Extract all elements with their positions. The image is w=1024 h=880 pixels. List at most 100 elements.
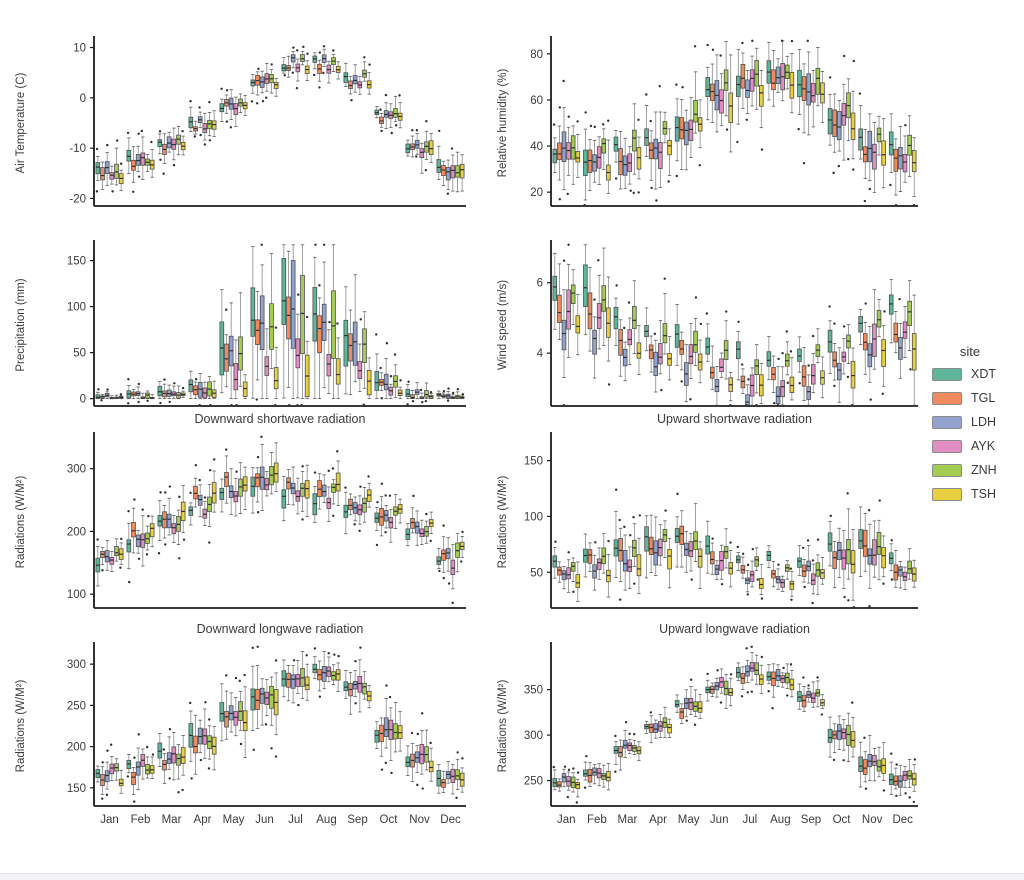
legend-item-ayk: AYK [932,439,1016,453]
legend-swatch-ldh-icon [932,415,962,429]
boxes [95,243,465,407]
axes: 10 0 -10 -20 [69,36,466,207]
chart-upward-shortwave-radiation-plot: Upward shortwave radiation 150 100 50 Radiat… [497,412,918,609]
svg-text:200: 200 [67,526,86,538]
month-labels: Jan Feb Mar Apr May Jun Jul Aug Sep Oct Nov Dec [100,814,461,826]
axes: 300 200 100 [67,432,466,609]
svg-text:Jul: Jul [742,814,757,826]
axes: 150 100 50 [524,432,918,609]
chart-wind-speed: 6 4 Wind speed (m/s) [496,222,930,423]
svg-text:Nov: Nov [862,814,883,826]
chart-precipitation: 150 100 50 0 Precipitation (mm) [8,222,486,423]
svg-text:250: 250 [524,776,543,788]
chart-downward-longwave-radiation: Downward longwave radiation 300 250 200 150 R… [8,618,486,853]
axes: 350 300 250 [524,642,918,807]
svg-text:Jan: Jan [557,814,576,826]
svg-text:May: May [223,814,245,826]
boxes [95,645,465,803]
y-axis-label: Air Temperature (C) [15,72,27,173]
y-axis-ticks: 150 100 50 0 [67,256,94,406]
svg-text:0: 0 [80,93,86,105]
svg-text:Apr: Apr [649,814,667,826]
svg-text:80: 80 [530,49,543,61]
svg-text:Jan: Jan [100,814,119,826]
y-axis-label: Radiations (W/M²) [497,476,509,569]
chart-downward-longwave-radiation-plot: Downward longwave radiation 300 250 200 150 R… [15,622,466,826]
legend-label-xdt: XDT [971,367,996,381]
svg-text:Jun: Jun [710,814,729,826]
svg-text:Dec: Dec [892,814,913,826]
chart-downward-shortwave-radiation-plot: Downward shortwave radiation 300 200 100 Rad… [15,412,466,609]
y-axis-ticks: 64 [537,278,551,360]
svg-text:150: 150 [524,456,543,468]
y-axis-ticks: 350 300 250 [524,685,551,788]
legend-swatch-tgl-icon [932,391,962,405]
svg-text:150: 150 [67,783,86,795]
svg-text:Feb: Feb [131,814,151,826]
svg-text:100: 100 [67,302,86,314]
svg-text:Jun: Jun [255,814,274,826]
svg-text:20: 20 [530,187,543,199]
boxes [552,39,917,207]
month-labels: Jan Feb Mar Apr May Jun Jul Aug Sep Oct Nov Dec [557,814,913,826]
svg-text:Oct: Oct [833,814,852,826]
y-axis-label: Relative humidity (%) [497,69,509,178]
svg-text:0: 0 [80,394,86,406]
svg-text:300: 300 [67,659,86,671]
legend-item-xdt: XDT [932,367,1016,381]
legend-item-tgl: TGL [932,391,1016,405]
svg-text:300: 300 [67,464,86,476]
y-axis-label: Radiations (W/M²) [15,476,27,569]
y-axis-label: Precipitation (mm) [15,278,27,371]
svg-text:Sep: Sep [347,814,367,826]
svg-text:Nov: Nov [409,814,430,826]
svg-text:4: 4 [537,348,544,360]
svg-text:100: 100 [524,511,543,523]
svg-text:Mar: Mar [618,814,638,826]
svg-text:Apr: Apr [194,814,212,826]
axes: 80 60 40 20 [530,36,918,207]
svg-text:6: 6 [537,278,543,290]
chart-title: Downward shortwave radiation [195,412,366,426]
svg-text:100: 100 [67,589,86,601]
svg-text:Feb: Feb [587,814,607,826]
chart-downward-shortwave-radiation: Downward shortwave radiation 300 200 100 Rad… [8,408,486,625]
svg-text:-20: -20 [69,193,86,205]
chart-relative-humidity: 80 60 40 20 Relative humidity (%) [496,18,930,223]
svg-text:Aug: Aug [316,814,336,826]
boxes [95,435,465,605]
axes: 150 100 50 0 [67,240,466,407]
axes: 64 [537,240,918,407]
chart-relative-humidity-plot: 80 60 40 20 Relative humidity (%) [497,36,918,207]
y-axis-label: Radiations (W/M²) [15,680,27,773]
boxes [552,243,917,407]
svg-text:Aug: Aug [770,814,790,826]
svg-text:250: 250 [67,700,86,712]
legend-item-znh: ZNH [932,463,1016,477]
svg-text:-10: -10 [69,143,86,155]
legend-label-znh: ZNH [971,463,997,477]
svg-text:60: 60 [530,95,543,107]
svg-text:Dec: Dec [440,814,461,826]
legend-label-tgl: TGL [971,391,996,405]
y-axis-ticks: 300 200 100 [67,464,94,601]
boxes [552,645,917,804]
y-axis-ticks: 300 250 200 150 [67,659,94,795]
bottom-strip [0,873,1024,880]
legend: site XDT TGL LDH AYK ZNH TSH [932,344,1016,511]
chart-upward-shortwave-radiation: Upward shortwave radiation 150 100 50 Radiat… [496,408,930,625]
legend-label-ldh: LDH [971,415,997,429]
legend-swatch-znh-icon [932,463,962,477]
svg-text:350: 350 [524,685,543,697]
y-axis-ticks: 10 0 -10 -20 [69,43,94,205]
svg-text:50: 50 [530,567,543,579]
chart-title: Upward longwave radiation [659,622,810,636]
y-axis-label: Radiations (W/M²) [497,680,509,773]
boxes [95,45,465,195]
svg-text:40: 40 [530,141,543,153]
legend-swatch-ayk-icon [932,439,962,453]
svg-text:10: 10 [73,43,86,55]
legend-label-ayk: AYK [971,439,996,453]
chart-precipitation-plot: 150 100 50 0 Precipitation (mm) [15,240,466,407]
